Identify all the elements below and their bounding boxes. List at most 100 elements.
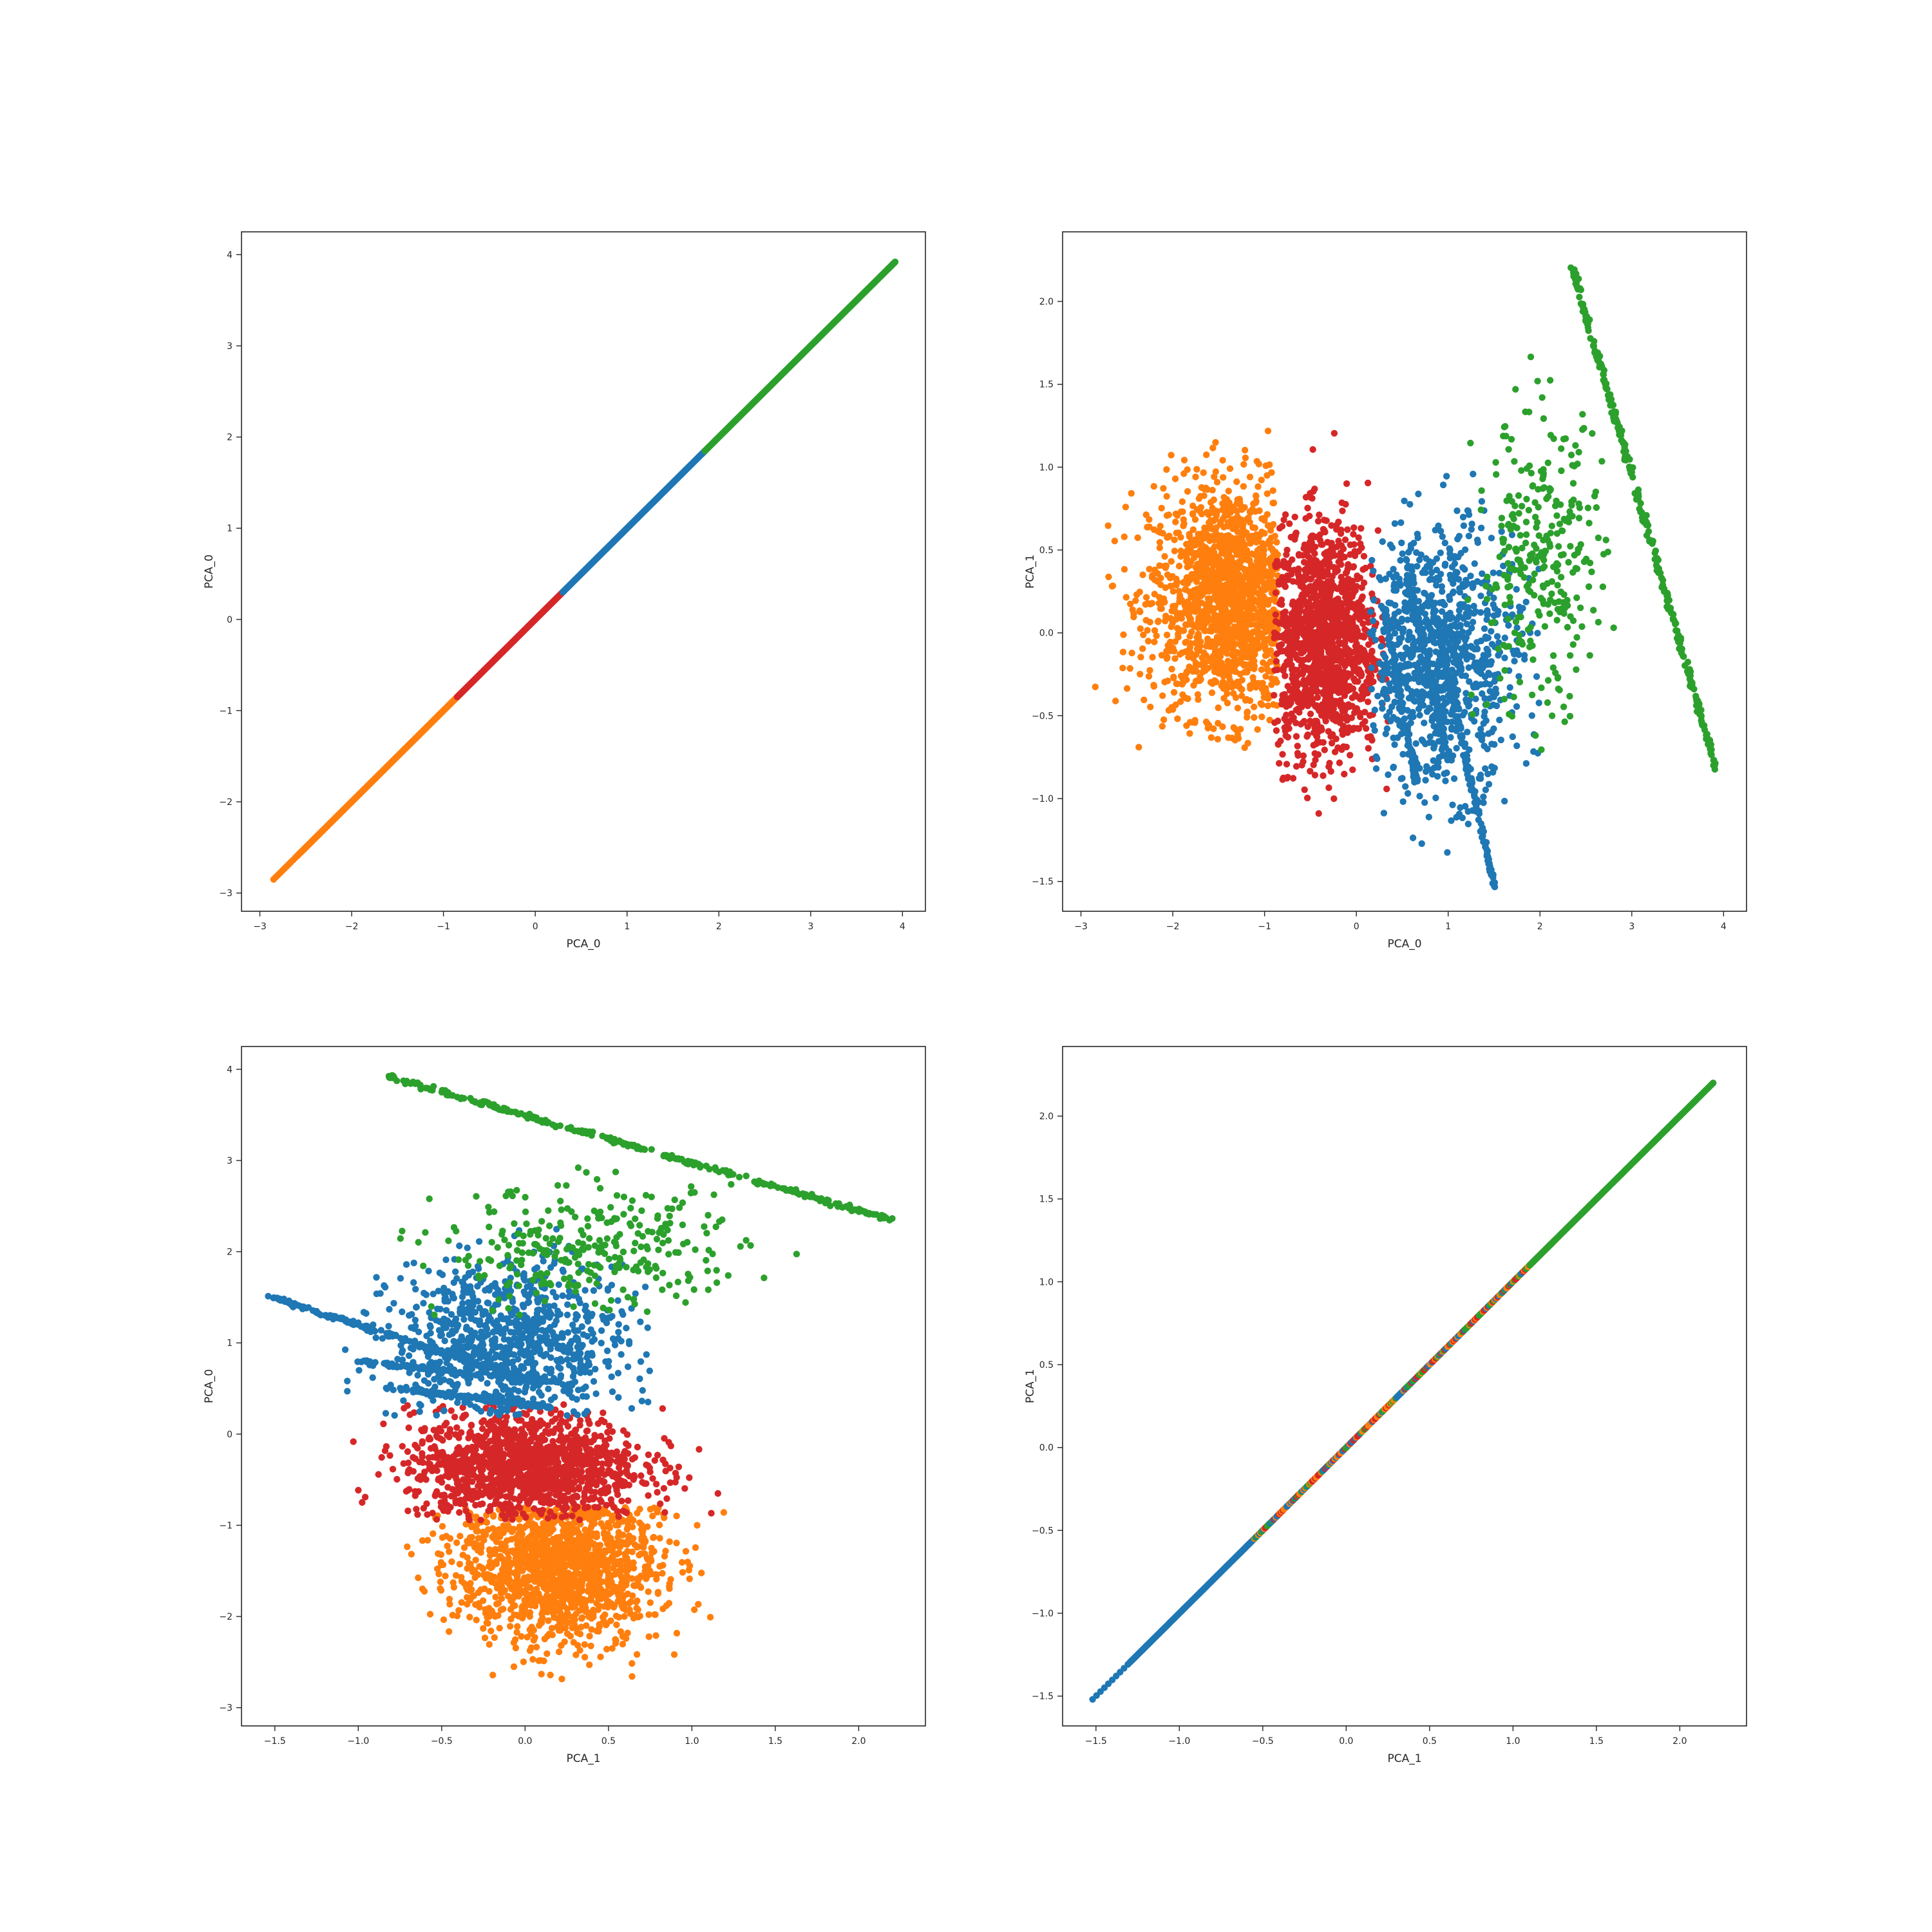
data-point [1177, 508, 1185, 515]
data-point [1168, 558, 1175, 565]
data-point [1271, 634, 1278, 641]
data-point [1459, 629, 1466, 636]
data-point [1259, 540, 1266, 547]
data-point [1104, 522, 1112, 529]
data-point [1446, 546, 1454, 554]
data-point [1222, 600, 1229, 608]
y-tick-label: −2 [219, 797, 232, 808]
data-point [1241, 744, 1248, 752]
data-point [1327, 627, 1335, 634]
data-point [1293, 639, 1300, 647]
data-point [1203, 451, 1210, 459]
data-point [1168, 704, 1175, 711]
data-point [1448, 726, 1455, 733]
data-point [1344, 526, 1351, 533]
data-point [1465, 511, 1473, 518]
data-point [1150, 483, 1158, 490]
data-point [1154, 618, 1162, 625]
data-point [1220, 545, 1227, 553]
x-tick-label: −1 [437, 922, 450, 932]
data-point [1311, 677, 1318, 685]
data-point [1233, 582, 1240, 589]
data-point [1300, 618, 1308, 625]
data-point [1314, 606, 1321, 614]
data-point [1455, 533, 1463, 540]
data-point [1418, 736, 1426, 743]
data-point [1424, 621, 1431, 629]
data-point [1379, 705, 1386, 712]
data-point [1522, 760, 1530, 767]
data-point [1252, 684, 1260, 691]
data-point [1372, 765, 1380, 772]
data-point [1426, 705, 1433, 712]
data-point [1391, 698, 1398, 706]
data-point [1470, 684, 1477, 691]
data-point [1329, 573, 1336, 580]
data-point [1368, 664, 1376, 672]
data-point [1222, 609, 1229, 616]
data-point [1136, 607, 1143, 614]
data-point [1206, 722, 1213, 729]
data-point [1228, 535, 1235, 542]
data-point [1283, 695, 1290, 702]
data-point [1352, 605, 1359, 613]
data-point [1160, 716, 1168, 723]
data-point [1298, 650, 1305, 657]
data-point [1180, 516, 1188, 523]
data-point [1340, 678, 1347, 685]
data-point [1254, 598, 1262, 605]
data-point [1314, 518, 1322, 525]
data-point [1404, 790, 1412, 797]
data-point [1119, 665, 1126, 672]
data-point [1121, 533, 1128, 540]
data-point [1345, 701, 1352, 708]
data-point [1388, 544, 1396, 551]
data-point [1358, 525, 1365, 532]
data-point [1399, 550, 1406, 557]
data-point [1345, 597, 1352, 604]
data-point [1506, 684, 1513, 691]
data-point [1399, 629, 1406, 636]
data-point [1408, 759, 1415, 766]
data-point [1206, 627, 1213, 634]
data-point [1146, 523, 1153, 531]
data-point [1132, 597, 1139, 604]
data-point [1367, 629, 1374, 637]
data-point [1182, 694, 1189, 702]
data-point [1148, 600, 1156, 607]
data-point [1466, 678, 1473, 685]
data-point [1247, 536, 1255, 544]
data-point [1337, 607, 1344, 614]
data-point [1198, 511, 1206, 518]
data-point [1361, 708, 1368, 716]
data-point [1171, 475, 1179, 482]
data-point [1210, 661, 1217, 668]
data-point [1247, 685, 1254, 692]
data-point [1203, 643, 1210, 650]
data-point [1258, 713, 1265, 721]
data-point [1307, 587, 1314, 594]
data-point [1470, 603, 1477, 610]
data-point [1139, 571, 1146, 578]
data-point [1230, 664, 1237, 671]
data-point [1435, 576, 1443, 583]
data-point [1293, 733, 1300, 740]
data-point [1378, 643, 1385, 650]
data-point [1187, 639, 1194, 647]
data-point [1416, 712, 1423, 719]
data-point [1511, 658, 1518, 665]
data-point [1214, 735, 1222, 743]
data-point [1140, 631, 1147, 638]
data-point [1163, 655, 1171, 662]
data-point [1352, 705, 1359, 712]
data-point [1238, 676, 1245, 684]
data-point [1481, 695, 1488, 702]
data-point [1477, 637, 1484, 645]
data-point [1225, 639, 1232, 646]
data-point [1421, 799, 1428, 806]
data-point [1368, 685, 1375, 693]
data-point [1485, 781, 1493, 788]
data-point [1329, 702, 1336, 709]
data-point [1490, 694, 1497, 701]
data-point [1092, 683, 1099, 690]
